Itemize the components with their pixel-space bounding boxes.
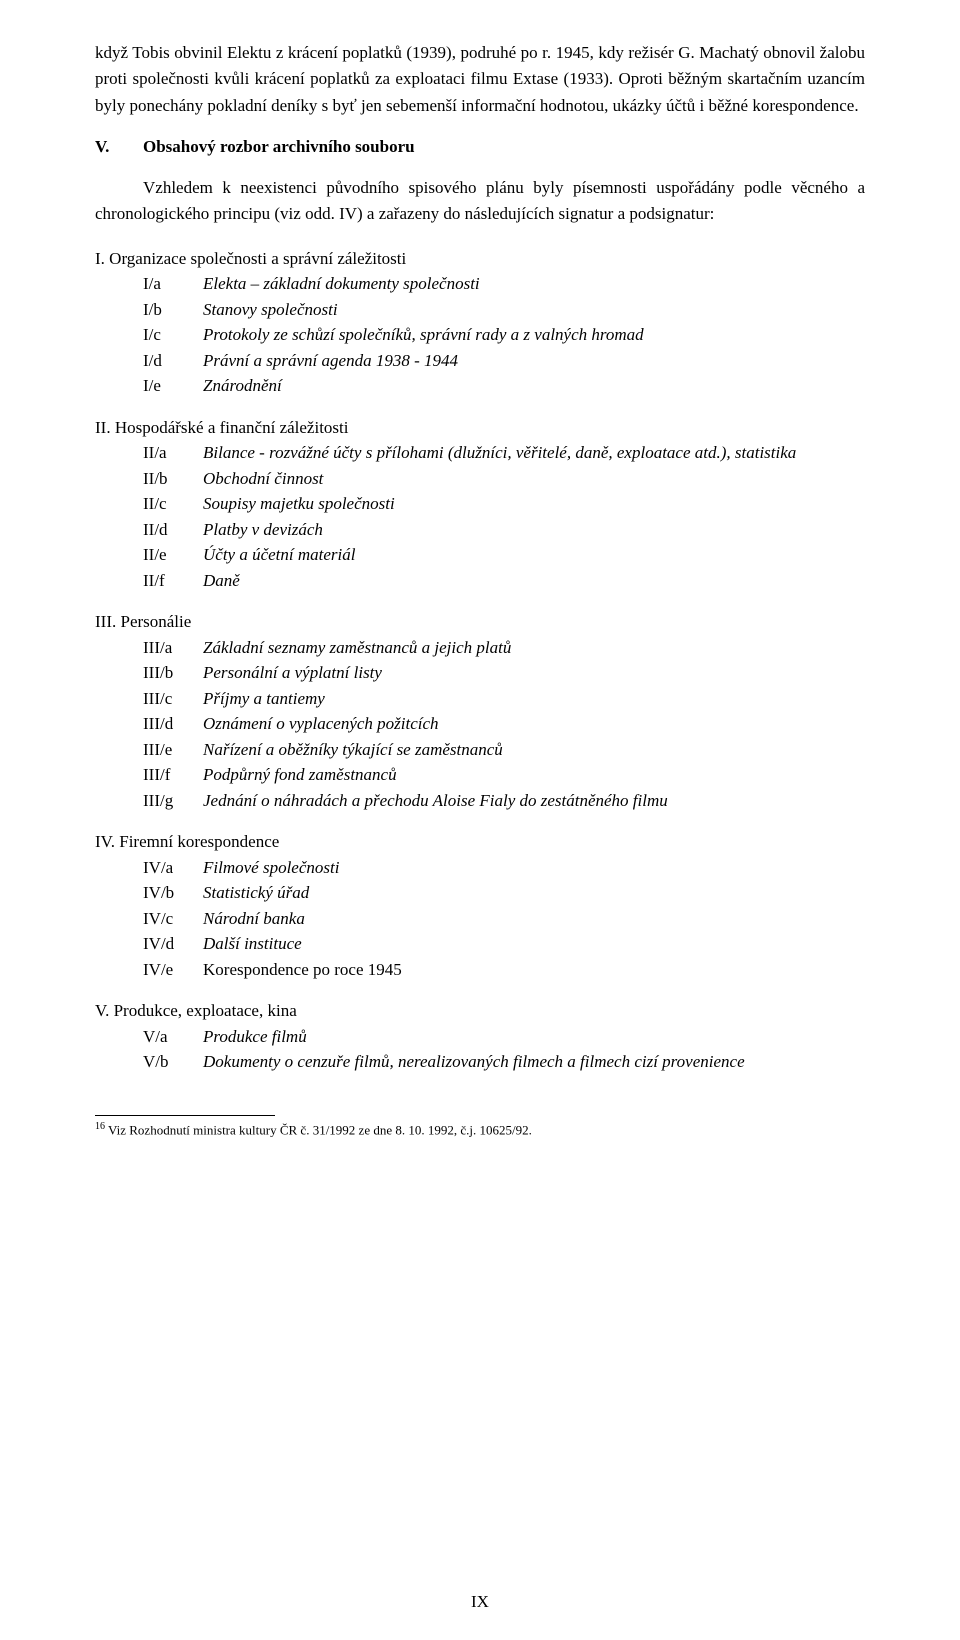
outline-item: IV/eKorespondence po roce 1945 [143,957,865,983]
outline-group-title: II. Hospodářské a finanční záležitosti [95,415,865,441]
footnote-text: Viz Rozhodnutí ministra kultury ČR č. 31… [108,1122,532,1137]
outline-item: II/fDaně [143,568,865,594]
outline-item: III/aZákladní seznamy zaměstnanců a jeji… [143,635,865,661]
outline-item-code: III/g [143,788,203,814]
outline-item-text: Korespondence po roce 1945 [203,957,865,983]
outline-item-code: V/a [143,1024,203,1050]
outline-item: IV/aFilmové společnosti [143,855,865,881]
outline-item-text: Produkce filmů [203,1024,865,1050]
outline-item: III/bPersonální a výplatní listy [143,660,865,686]
outline-item-code: IV/c [143,906,203,932]
outline-item-text: Protokoly ze schůzí společníků, správní … [203,322,865,348]
outline-item-text: Daně [203,568,865,594]
page: když Tobis obvinil Elektu z krácení popl… [0,0,960,1640]
outline-item-code: I/e [143,373,203,399]
outline-item: I/cProtokoly ze schůzí společníků, správ… [143,322,865,348]
outline-group-title: I. Organizace společnosti a správní zále… [95,246,865,272]
outline-item-text: Znárodnění [203,373,865,399]
outline-item: II/bObchodní činnost [143,466,865,492]
outline-item-text: Soupisy majetku společnosti [203,491,865,517]
outline-item: V/aProdukce filmů [143,1024,865,1050]
page-number: IX [0,1592,960,1612]
outline-item-text: Podpůrný fond zaměstnanců [203,762,865,788]
outline-group-title: V. Produkce, exploatace, kina [95,998,865,1024]
outline-item-text: Platby v devizách [203,517,865,543]
outline-item-code: II/e [143,542,203,568]
outline-item-code: V/b [143,1049,203,1075]
outline-item-text: Personální a výplatní listy [203,660,865,686]
outline-item: I/eZnárodnění [143,373,865,399]
outline-item-text: Příjmy a tantiemy [203,686,865,712]
outline-item: II/cSoupisy majetku společnosti [143,491,865,517]
outline-item-code: I/b [143,297,203,323]
outline-item-code: IV/b [143,880,203,906]
outline-item-code: III/f [143,762,203,788]
outline-item: III/gJednání o náhradách a přechodu Aloi… [143,788,865,814]
outline-item-code: IV/a [143,855,203,881]
outline-item-code: III/b [143,660,203,686]
outline-item-text: Národní banka [203,906,865,932]
outline-item: IV/bStatistický úřad [143,880,865,906]
outline-item-text: Dokumenty o cenzuře filmů, nerealizovaný… [203,1049,865,1075]
outline-item: II/dPlatby v devizách [143,517,865,543]
outline-group: IV. Firemní korespondenceIV/aFilmové spo… [95,829,865,982]
outline-item-text: Právní a správní agenda 1938 - 1944 [203,348,865,374]
section-v-num: V. [95,137,143,157]
outline-group: I. Organizace společnosti a správní zále… [95,246,865,399]
outline-item-text: Další instituce [203,931,865,957]
outline-item: III/eNařízení a oběžníky týkající se zam… [143,737,865,763]
outline-item-code: I/a [143,271,203,297]
outline-item-code: II/d [143,517,203,543]
outline-item-text: Účty a účetní materiál [203,542,865,568]
outline-item-text: Jednání o náhradách a přechodu Aloise Fi… [203,788,865,814]
outline-item-text: Oznámení o vyplacených požitcích [203,711,865,737]
outline-item: IV/cNárodní banka [143,906,865,932]
outline-item-text: Statistický úřad [203,880,865,906]
outline-group: III. PersonálieIII/aZákladní seznamy zam… [95,609,865,813]
outline-item: II/aBilance - rozvážné účty s přílohami … [143,440,865,466]
outline-group-title: IV. Firemní korespondence [95,829,865,855]
outline-item-code: II/c [143,491,203,517]
outline-item-text: Filmové společnosti [203,855,865,881]
outline-item: I/dPrávní a správní agenda 1938 - 1944 [143,348,865,374]
outline-group-title: III. Personálie [95,609,865,635]
footnote-number: 16 [95,1121,105,1132]
footnote: 16 Viz Rozhodnutí ministra kultury ČR č.… [95,1120,865,1139]
outline-item: IV/dDalší instituce [143,931,865,957]
footnote-rule [95,1115,275,1116]
outline-item: V/bDokumenty o cenzuře filmů, nerealizov… [143,1049,865,1075]
outline-item-code: III/a [143,635,203,661]
outline-item: I/bStanovy společnosti [143,297,865,323]
outline-item-code: II/b [143,466,203,492]
outline-item-text: Elekta – základní dokumenty společnosti [203,271,865,297]
outline-item-text: Stanovy společnosti [203,297,865,323]
outline-item-code: I/d [143,348,203,374]
outline-item: III/cPříjmy a tantiemy [143,686,865,712]
section-v-heading: V.Obsahový rozbor archivního souboru [95,137,865,157]
outline-item-code: IV/e [143,957,203,983]
outline-item: III/fPodpůrný fond zaměstnanců [143,762,865,788]
outline-item-code: III/e [143,737,203,763]
outline-item: I/aElekta – základní dokumenty společnos… [143,271,865,297]
outline-item-code: III/d [143,711,203,737]
section-v-title: Obsahový rozbor archivního souboru [143,137,415,156]
outline-item-text: Základní seznamy zaměstnanců a jejich pl… [203,635,865,661]
outline-item: II/eÚčty a účetní materiál [143,542,865,568]
outline-list: I. Organizace společnosti a správní zále… [95,246,865,1075]
outline-item-code: IV/d [143,931,203,957]
outline-item-text: Nařízení a oběžníky týkající se zaměstna… [203,737,865,763]
outline-item: III/dOznámení o vyplacených požitcích [143,711,865,737]
outline-group: V. Produkce, exploatace, kinaV/aProdukce… [95,998,865,1075]
outline-item-text: Bilance - rozvážné účty s přílohami (dlu… [203,440,865,466]
outline-group: II. Hospodářské a finanční záležitostiII… [95,415,865,594]
intro-paragraph: když Tobis obvinil Elektu z krácení popl… [95,40,865,119]
outline-item-code: II/a [143,440,203,466]
section-v-paragraph: Vzhledem k neexistenci původního spisové… [95,175,865,228]
outline-item-code: II/f [143,568,203,594]
outline-item-text: Obchodní činnost [203,466,865,492]
outline-item-code: I/c [143,322,203,348]
outline-item-code: III/c [143,686,203,712]
